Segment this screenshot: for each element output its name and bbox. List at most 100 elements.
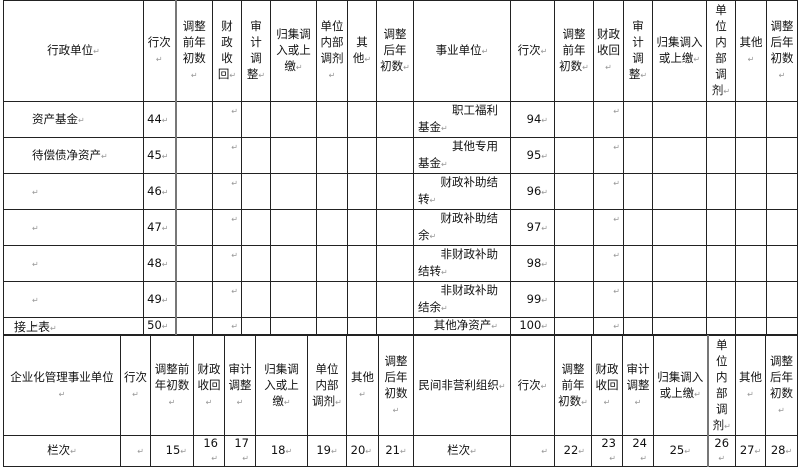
value-cell[interactable] (554, 317, 594, 335)
value-cell[interactable] (593, 245, 624, 282)
value-cell[interactable] (174, 173, 213, 210)
value-cell[interactable] (766, 245, 798, 282)
value-cell[interactable] (593, 209, 624, 246)
value-cell[interactable] (241, 173, 271, 210)
value-cell[interactable] (241, 281, 271, 318)
value-cell[interactable] (241, 101, 271, 138)
value-cell[interactable] (623, 173, 653, 210)
value-cell[interactable] (212, 173, 242, 210)
table-row: 待偿债净资产45其他专用基金95 (3, 137, 798, 174)
value-cell[interactable] (212, 101, 242, 138)
value-cell[interactable] (347, 209, 377, 246)
value-cell[interactable] (241, 209, 271, 246)
value-cell[interactable] (212, 317, 242, 335)
value-cell[interactable] (376, 137, 414, 174)
value-cell[interactable] (652, 209, 707, 246)
value-cell[interactable] (554, 101, 594, 138)
value-cell[interactable] (212, 209, 242, 246)
value-cell[interactable] (735, 101, 767, 138)
value-cell[interactable] (316, 137, 348, 174)
value-cell[interactable] (554, 281, 594, 318)
value-cell[interactable] (652, 317, 707, 335)
value-cell[interactable] (735, 137, 767, 174)
value-cell[interactable] (706, 281, 736, 318)
value-cell[interactable] (316, 281, 348, 318)
value-cell[interactable] (241, 317, 271, 335)
value-cell[interactable] (652, 245, 707, 282)
value-cell[interactable] (623, 101, 653, 138)
value-cell[interactable] (554, 173, 594, 210)
value-cell[interactable] (270, 317, 317, 335)
value-cell[interactable] (735, 173, 767, 210)
value-cell[interactable] (706, 137, 736, 174)
value-cell[interactable] (174, 317, 213, 335)
value-cell[interactable] (735, 209, 767, 246)
value-cell[interactable] (623, 137, 653, 174)
value-cell[interactable] (347, 281, 377, 318)
value-cell[interactable] (735, 317, 767, 335)
value-cell[interactable] (554, 209, 594, 246)
value-cell[interactable] (316, 209, 348, 246)
value-cell[interactable] (652, 281, 707, 318)
value-cell[interactable] (593, 317, 624, 335)
value-cell[interactable] (270, 137, 317, 174)
value-cell[interactable] (347, 101, 377, 138)
value-cell[interactable] (174, 101, 213, 138)
value-cell[interactable] (376, 209, 414, 246)
value-cell[interactable] (593, 281, 624, 318)
value-cell[interactable] (347, 137, 377, 174)
value-cell[interactable] (316, 245, 348, 282)
value-cell[interactable] (554, 245, 594, 282)
value-cell[interactable] (270, 209, 317, 246)
value-cell[interactable] (766, 209, 798, 246)
value-cell[interactable] (347, 245, 377, 282)
value-cell[interactable] (593, 137, 624, 174)
value-cell[interactable] (652, 173, 707, 210)
value-cell[interactable] (706, 101, 736, 138)
value-cell[interactable] (376, 173, 414, 210)
value-cell[interactable] (174, 137, 213, 174)
value-cell[interactable] (766, 137, 798, 174)
value-cell[interactable] (766, 317, 798, 335)
value-cell[interactable] (376, 101, 414, 138)
value-cell[interactable] (652, 137, 707, 174)
value-cell[interactable] (212, 137, 242, 174)
value-cell[interactable] (270, 281, 317, 318)
value-cell[interactable] (347, 317, 377, 335)
value-cell[interactable] (241, 137, 271, 174)
value-cell[interactable] (212, 281, 242, 318)
value-cell[interactable] (623, 209, 653, 246)
value-cell[interactable] (376, 281, 414, 318)
value-cell[interactable] (735, 245, 767, 282)
value-cell[interactable] (593, 101, 624, 138)
value-cell[interactable] (623, 245, 653, 282)
value-cell[interactable] (376, 317, 414, 335)
value-cell[interactable] (316, 101, 348, 138)
value-cell[interactable] (766, 101, 798, 138)
value-cell[interactable] (376, 245, 414, 282)
value-cell[interactable] (174, 245, 213, 282)
value-cell[interactable] (241, 245, 271, 282)
value-cell[interactable] (270, 245, 317, 282)
value-cell[interactable] (174, 209, 213, 246)
value-cell[interactable] (766, 173, 798, 210)
value-cell[interactable] (212, 245, 242, 282)
value-cell[interactable] (766, 281, 798, 318)
value-cell[interactable] (593, 173, 624, 210)
value-cell[interactable] (270, 101, 317, 138)
value-cell[interactable] (554, 137, 594, 174)
value-cell[interactable] (706, 317, 736, 335)
value-cell[interactable] (735, 281, 767, 318)
value-cell[interactable] (270, 173, 317, 210)
value-cell[interactable] (623, 317, 653, 335)
value-cell[interactable] (652, 101, 707, 138)
value-cell[interactable] (316, 317, 348, 335)
value-cell[interactable] (706, 209, 736, 246)
value-cell[interactable] (316, 173, 348, 210)
value-cell[interactable] (706, 173, 736, 210)
value-cell[interactable] (174, 281, 213, 318)
value-cell[interactable] (706, 245, 736, 282)
value-cell[interactable] (347, 173, 377, 210)
column-number: 17 (224, 435, 256, 467)
value-cell[interactable] (623, 281, 653, 318)
